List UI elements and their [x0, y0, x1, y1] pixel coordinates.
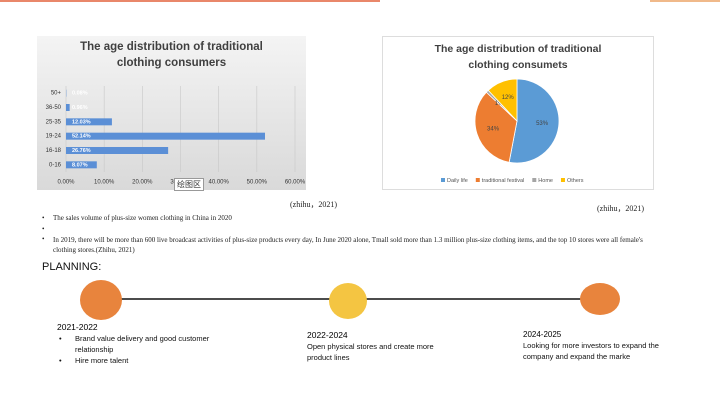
bullet-marker: •: [59, 334, 62, 343]
bar-chart: The age distribution of traditional clot…: [37, 36, 306, 191]
pie-slice: [487, 78, 518, 123]
legend-swatch: [532, 178, 537, 182]
plot: 0.00%10.00%20.00%30.00%40.00%50.00%60.00…: [46, 86, 306, 186]
x-tick-label: 50.00%: [247, 180, 268, 186]
stage-text: Open physical stores and create more pro…: [307, 342, 434, 362]
bar: [66, 161, 97, 169]
x-tick-label: 0.00%: [57, 180, 75, 186]
data-label: 1%: [495, 101, 504, 107]
stage-text: Looking for more investors to expand the…: [523, 341, 659, 361]
planning-heading: PLANNING:: [42, 261, 102, 273]
bullet-text: In 2019, there will be more than 600 liv…: [53, 236, 643, 254]
bar: [66, 147, 169, 154]
legend-swatch: [441, 178, 445, 182]
stage-item: Brand value delivery and good customer r…: [75, 334, 210, 354]
x-tick-label: 20.00%: [132, 180, 153, 186]
legend-swatch: [475, 178, 480, 182]
data-label: 0.08%: [72, 91, 88, 97]
legend-label: traditional festival: [482, 178, 525, 184]
legend-label: Daily life: [447, 178, 468, 184]
top-stripe: [650, 0, 720, 2]
period: 2022-2024: [307, 330, 348, 340]
bullet-marker: •: [42, 214, 45, 222]
data-label: 12%: [502, 95, 515, 101]
stage-item: Hire more talent: [75, 356, 129, 365]
bar: [66, 104, 70, 111]
bar: [66, 132, 266, 140]
x-tick-label: 60.00%: [285, 180, 306, 186]
bar: [66, 118, 112, 126]
milestone: [580, 283, 620, 315]
top-stripe: [0, 0, 380, 2]
milestone: [80, 280, 122, 320]
data-label: 34%: [487, 126, 500, 132]
period: 2021-2022: [57, 322, 98, 332]
data-label: 26.76%: [72, 148, 91, 154]
plot: 53% 34% 1%12% Daily life traditional festiva…: [441, 78, 584, 184]
x-tick-label: 40.00%: [208, 180, 229, 186]
tooltip: 绘图区: [174, 178, 204, 191]
bullet-marker: •: [42, 225, 45, 233]
y-tick-label: 19-24: [46, 134, 62, 140]
legend-swatch: [560, 178, 565, 182]
caption: (zhihu，2021): [290, 200, 338, 209]
y-tick-label: 16-18: [46, 148, 62, 154]
y-tick-label: 36-50: [46, 105, 62, 111]
bullet-text: The sales volume of plus-size women clot…: [53, 214, 232, 222]
legend-label: Others: [567, 178, 584, 184]
bullet-marker: •: [59, 356, 62, 365]
x-tick-label: 10.00%: [94, 180, 115, 186]
pie-slice: [508, 78, 560, 164]
period: 2024-2025: [523, 330, 562, 339]
data-label: 8.07%: [72, 162, 88, 168]
data-label: 12.03%: [72, 119, 91, 125]
data-label: 53%: [536, 121, 549, 127]
y-tick-label: 25-35: [46, 119, 62, 125]
y-tick-label: 0-16: [49, 162, 62, 168]
chart-title: The age distribution of traditional clot…: [434, 43, 602, 71]
timeline: [80, 280, 620, 320]
bullet-marker: •: [42, 235, 45, 243]
chart-title: The age distribution of traditional clot…: [80, 41, 263, 69]
pie-chart: The age distribution of traditional clot…: [382, 36, 654, 190]
milestone: [329, 283, 367, 319]
y-tick-label: 50+: [51, 91, 62, 97]
pie-slice: [474, 91, 518, 163]
caption: (zhihu，2021): [597, 204, 645, 213]
data-label: 52.14%: [72, 134, 91, 140]
legend-label: Home: [538, 178, 553, 184]
data-label: 0.96%: [72, 105, 88, 111]
